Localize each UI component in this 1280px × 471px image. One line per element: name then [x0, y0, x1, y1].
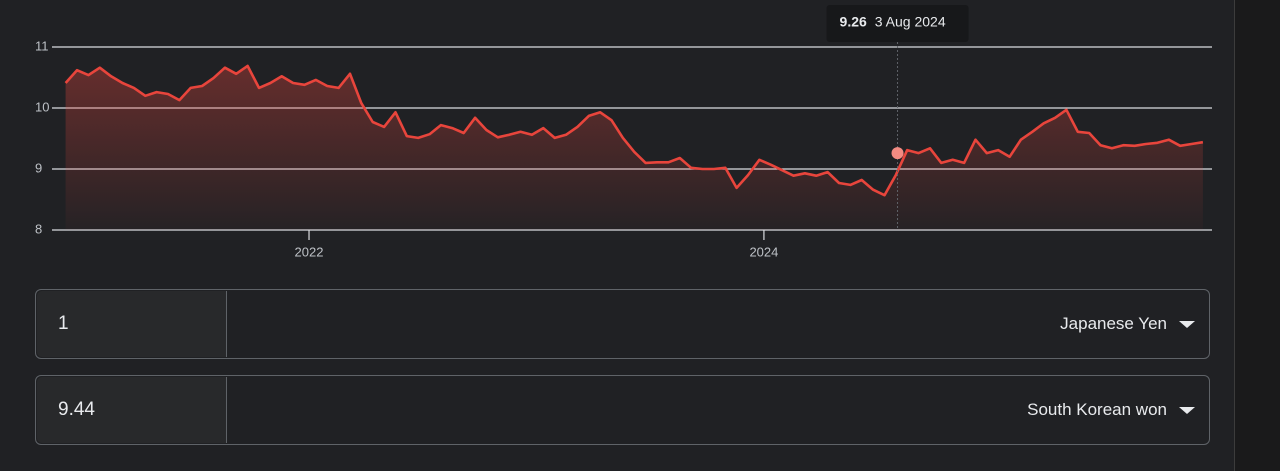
- hover-point: [891, 147, 904, 160]
- line: [64, 64, 1204, 197]
- tooltip-box: [826, 5, 969, 42]
- x-tick-label: 2024: [749, 244, 778, 259]
- from-field: 1 Japanese Yen: [35, 289, 1210, 359]
- to-currency[interactable]: South Korean won: [1027, 400, 1167, 419]
- area: [65, 65, 1203, 231]
- dropdown-arrow[interactable]: [1179, 407, 1195, 414]
- y-tick-label: 11: [35, 38, 49, 53]
- dropdown-arrow[interactable]: [1179, 321, 1195, 328]
- y-tick-label: 8: [35, 221, 42, 236]
- side-panel: [1234, 0, 1280, 471]
- tooltip-value: 9.26: [840, 14, 867, 30]
- to-field: 9.44 South Korean won: [35, 375, 1210, 445]
- y-tick-label: 10: [35, 99, 49, 114]
- tooltip-date: 3 Aug 2024: [875, 14, 946, 30]
- x-tick-label: 2022: [295, 244, 324, 259]
- y-tick-label: 9: [35, 160, 42, 175]
- from-currency[interactable]: Japanese Yen: [1060, 314, 1167, 333]
- to-amount[interactable]: 9.44: [37, 377, 227, 443]
- from-amount[interactable]: 1: [37, 291, 227, 357]
- chart: 8 9 10 11 2022 2024 9.26 3 Aug 2024: [35, 5, 1212, 260]
